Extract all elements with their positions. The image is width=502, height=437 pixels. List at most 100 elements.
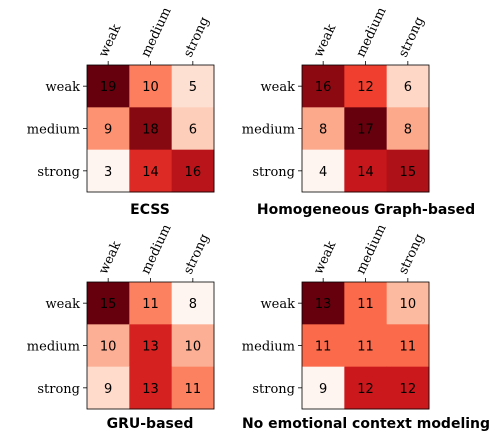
x-tick-label: strong <box>396 15 428 60</box>
x-tick-label: weak <box>311 22 339 60</box>
cell-value-label: 11 <box>142 297 159 312</box>
y-tick-label: medium <box>27 340 80 355</box>
x-tick-label: strong <box>396 232 428 277</box>
heatmap-cell <box>302 65 345 108</box>
heatmap-cell <box>129 324 173 368</box>
heatmap-cell <box>87 107 130 151</box>
heatmap-cell <box>87 282 130 325</box>
heatmap-title: No emotional context modeling <box>242 416 490 432</box>
y-tick-label: weak <box>46 80 81 95</box>
cell-value-label: 12 <box>357 80 374 95</box>
y-tick-label: strong <box>37 382 80 397</box>
heatmap-cell <box>386 366 430 410</box>
cell-value-label: 14 <box>357 165 374 180</box>
heatmap-cell <box>129 107 173 151</box>
cell-value-label: 4 <box>319 165 327 180</box>
heatmap-cell <box>386 282 430 325</box>
y-tick-label: medium <box>242 123 295 138</box>
heatmap-cell <box>386 324 430 368</box>
x-tick-label: medium <box>354 5 390 60</box>
cell-value-label: 11 <box>357 297 374 312</box>
heatmap-cell <box>344 149 388 193</box>
cell-value-label: 11 <box>357 340 374 355</box>
y-tick-label: weak <box>261 297 296 312</box>
cell-value-label: 13 <box>315 297 332 312</box>
heatmap-cell <box>171 282 215 325</box>
heatmap-cell <box>302 324 345 368</box>
cell-value-label: 16 <box>315 80 332 95</box>
cell-value-label: 6 <box>189 123 197 138</box>
heatmap-cell <box>129 65 173 108</box>
y-tick-label: weak <box>261 80 296 95</box>
heatmap-title: Homogeneous Graph-based <box>257 202 475 218</box>
heatmap-cell <box>386 149 430 193</box>
x-tick-label: weak <box>96 22 124 60</box>
heatmap-cell <box>386 65 430 108</box>
heatmap-cell <box>171 324 215 368</box>
heatmap-cell <box>386 107 430 151</box>
cell-value-label: 12 <box>400 382 417 397</box>
heatmap-cell <box>344 107 388 151</box>
cell-value-label: 11 <box>315 340 332 355</box>
cell-value-label: 10 <box>400 297 417 312</box>
cell-value-label: 18 <box>142 123 159 138</box>
cell-value-label: 10 <box>185 340 202 355</box>
y-tick-label: medium <box>27 123 80 138</box>
heatmap-cell <box>302 149 345 193</box>
cell-value-label: 5 <box>189 80 197 95</box>
cell-value-label: 15 <box>400 165 417 180</box>
x-tick-label: strong <box>181 232 213 277</box>
cell-value-label: 19 <box>100 80 117 95</box>
cell-value-label: 8 <box>319 123 327 138</box>
heatmap-title: GRU-based <box>107 416 194 432</box>
heatmap-cell <box>302 107 345 151</box>
cell-value-label: 9 <box>104 382 112 397</box>
cell-value-label: 13 <box>142 382 159 397</box>
x-tick-label: medium <box>139 5 175 60</box>
heatmap-cell <box>87 65 130 108</box>
y-tick-label: weak <box>46 297 81 312</box>
heatmap-cell <box>344 366 388 410</box>
heatmap-cell <box>87 324 130 368</box>
heatmap-cell <box>302 366 345 410</box>
x-tick-label: medium <box>354 222 390 277</box>
x-tick-label: weak <box>96 239 124 277</box>
cell-value-label: 6 <box>404 80 412 95</box>
y-tick-label: strong <box>252 382 295 397</box>
x-tick-label: strong <box>181 15 213 60</box>
heatmap-cell <box>171 366 215 410</box>
cell-value-label: 12 <box>357 382 374 397</box>
y-tick-label: strong <box>252 165 295 180</box>
heatmap-cell <box>129 149 173 193</box>
x-tick-label: medium <box>139 222 175 277</box>
cell-value-label: 10 <box>100 340 117 355</box>
cell-value-label: 14 <box>142 165 159 180</box>
cell-value-label: 17 <box>357 123 374 138</box>
heatmap-title: ECSS <box>130 202 170 218</box>
heatmap-cell <box>87 149 130 193</box>
heatmap-cell <box>302 282 345 325</box>
x-tick-label: weak <box>311 239 339 277</box>
heatmap-cell <box>344 65 388 108</box>
cell-value-label: 9 <box>319 382 327 397</box>
cell-value-label: 8 <box>404 123 412 138</box>
heatmap-cell <box>171 107 215 151</box>
cell-value-label: 9 <box>104 123 112 138</box>
cell-value-label: 13 <box>142 340 159 355</box>
y-tick-label: medium <box>242 340 295 355</box>
cell-value-label: 10 <box>142 80 159 95</box>
heatmap-cell <box>171 149 215 193</box>
y-tick-label: strong <box>37 165 80 180</box>
cell-value-label: 15 <box>100 297 117 312</box>
heatmap-cell <box>344 324 388 368</box>
heatmap-cell <box>171 65 215 108</box>
cell-value-label: 11 <box>400 340 417 355</box>
cell-value-label: 16 <box>185 165 202 180</box>
heatmap-cell <box>129 282 173 325</box>
heatmap-cell <box>129 366 173 410</box>
heatmap-cell <box>87 366 130 410</box>
